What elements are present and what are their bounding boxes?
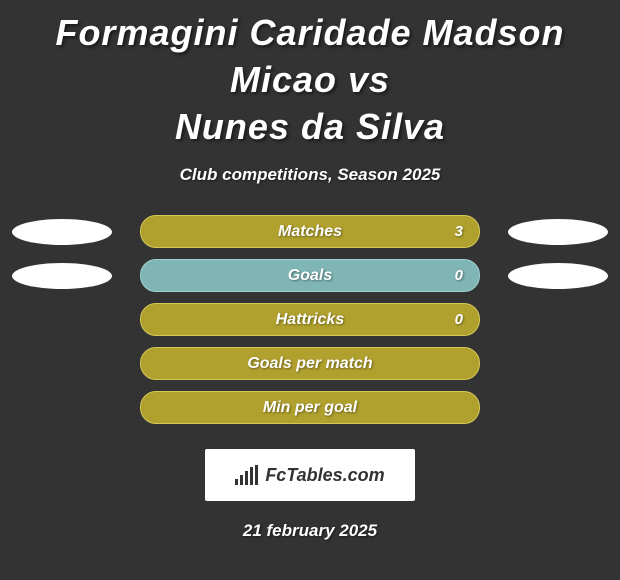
logo-text: FcTables.com [265, 465, 384, 486]
stat-label-goals: Goals [288, 267, 332, 285]
ellipse-right-goals [508, 263, 608, 289]
stat-label-gpm: Goals per match [247, 355, 372, 373]
stat-value-goals: 0 [455, 267, 463, 284]
stat-bar-goals-per-match: Goals per match [140, 347, 480, 380]
stat-row-goals-per-match: Goals per match [10, 347, 610, 380]
stat-value-matches: 3 [455, 223, 463, 240]
stat-label-mpg: Min per goal [263, 399, 357, 417]
chart-icon [235, 465, 259, 485]
stat-label-matches: Matches [278, 223, 342, 241]
page-title: Formagini Caridade Madson Micao vs Nunes… [0, 10, 620, 150]
ellipse-left-matches [12, 219, 112, 245]
stats-container: Matches 3 Goals 0 Hattricks 0 [0, 215, 620, 424]
ellipse-left-goals [12, 263, 112, 289]
stat-bar-matches: Matches 3 [140, 215, 480, 248]
stat-row-matches: Matches 3 [10, 215, 610, 248]
title-line-1: Formagini Caridade Madson Micao vs [55, 12, 564, 100]
main-container: Formagini Caridade Madson Micao vs Nunes… [0, 0, 620, 580]
stat-label-hattricks: Hattricks [276, 311, 344, 329]
subtitle: Club competitions, Season 2025 [0, 165, 620, 185]
stat-bar-goals: Goals 0 [140, 259, 480, 292]
stat-row-min-per-goal: Min per goal [10, 391, 610, 424]
date-text: 21 february 2025 [0, 521, 620, 541]
logo-box[interactable]: FcTables.com [205, 449, 415, 501]
title-line-2: Nunes da Silva [175, 106, 445, 147]
ellipse-right-matches [508, 219, 608, 245]
stat-bar-hattricks: Hattricks 0 [140, 303, 480, 336]
stat-row-goals: Goals 0 [10, 259, 610, 292]
stat-bar-min-per-goal: Min per goal [140, 391, 480, 424]
stat-row-hattricks: Hattricks 0 [10, 303, 610, 336]
stat-value-hattricks: 0 [455, 311, 463, 328]
